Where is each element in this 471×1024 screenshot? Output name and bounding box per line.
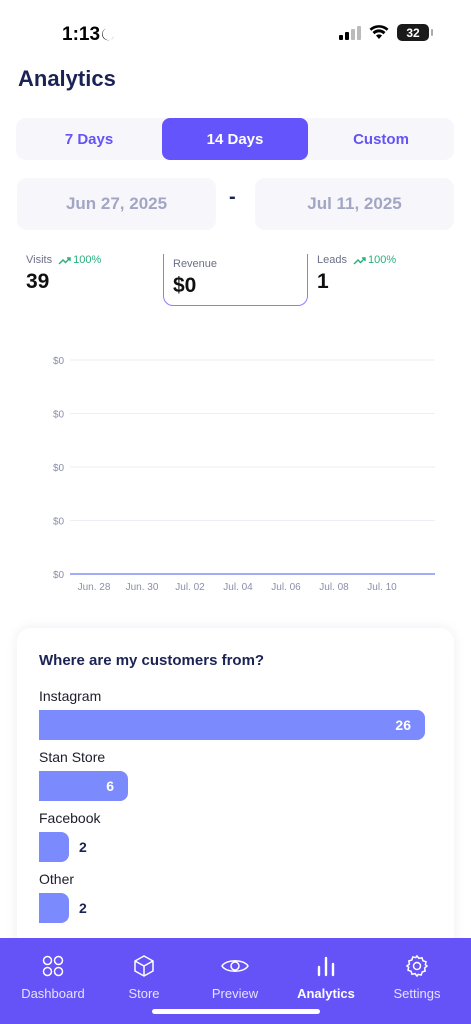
wifi-icon <box>369 25 389 39</box>
start-date-field[interactable]: Jun 27, 2025 <box>17 178 216 230</box>
customer-sources-card: Where are my customers from? Instagram 26… <box>17 628 454 958</box>
nav-analytics[interactable]: Analytics <box>279 952 373 1001</box>
moon-icon <box>102 28 114 41</box>
box-icon <box>134 955 154 977</box>
x-tick-label: Jul. 06 <box>271 582 301 593</box>
tab-custom[interactable]: Custom <box>353 130 409 148</box>
gear-icon <box>405 954 429 978</box>
bar-chart-icon <box>317 956 335 977</box>
source-count: 2 <box>79 900 87 916</box>
y-tick-label: $0 <box>53 517 65 528</box>
source-bar: 26 <box>39 710 425 740</box>
stat-revenue-label: Revenue <box>173 258 218 270</box>
nav-store-label: Store <box>128 986 160 1001</box>
page-title: Analytics <box>18 66 116 91</box>
y-tick-label: $0 <box>53 570 65 581</box>
source-name: Facebook <box>39 810 101 826</box>
nav-preview-label: Preview <box>211 986 259 1001</box>
nav-store[interactable]: Store <box>97 952 191 1001</box>
source-bar <box>39 893 69 923</box>
source-name: Other <box>39 871 75 887</box>
signal-icon <box>339 25 361 40</box>
x-tick-label: Jun. 28 <box>78 582 111 593</box>
stat-visits-change: 100% <box>73 254 102 266</box>
source-bar: 6 <box>39 771 129 801</box>
x-tick-label: Jul. 08 <box>319 582 349 593</box>
bottom-nav: Dashboard Store Preview Analytics <box>0 938 471 1024</box>
status-time: 1:13 <box>62 24 101 45</box>
nav-settings[interactable]: Settings <box>370 952 464 1001</box>
customer-sources-title: Where are my customers from? <box>39 652 265 669</box>
stat-revenue-value: $0 <box>173 274 197 297</box>
revenue-chart: $0 $0 $0 $0 $0 Jun. 28 Jun. 30 Jul. 02 Jul. 04 Ju… <box>53 356 435 593</box>
stat-visits[interactable]: Visits 100% 39 <box>26 254 101 306</box>
tab-7-days[interactable]: 7 Days <box>64 130 114 148</box>
source-name: Instagram <box>39 688 102 704</box>
status-bar: 1:13 32 <box>0 0 471 60</box>
y-tick-label: $0 <box>53 356 65 367</box>
battery-indicator: 32 <box>397 24 433 41</box>
stat-visits-label: Visits <box>26 254 53 266</box>
stat-leads[interactable]: Leads 100% 1 <box>317 254 396 306</box>
x-tick-label: Jul. 04 <box>223 582 253 593</box>
source-name: Stan Store <box>39 749 106 765</box>
nav-settings-label: Settings <box>393 986 441 1001</box>
stat-revenue[interactable]: Revenue $0 <box>163 254 308 306</box>
end-date-field[interactable]: Jul 11, 2025 <box>255 178 454 230</box>
source-row: Stan Store 6 <box>39 749 129 801</box>
x-tick-label: Jun. 30 <box>126 582 159 593</box>
source-bar <box>39 832 69 862</box>
home-indicator <box>152 1009 320 1014</box>
source-count: 2 <box>79 839 87 855</box>
source-count: 6 <box>106 778 115 794</box>
source-row: Facebook 2 <box>39 810 100 862</box>
date-separator: - <box>229 186 236 208</box>
source-count: 26 <box>395 717 411 733</box>
nav-dashboard[interactable]: Dashboard <box>6 952 100 1001</box>
trend-up-icon <box>353 256 366 264</box>
range-selector: 7 Days 14 Days Custom <box>16 118 454 160</box>
dashboard-icon <box>42 955 64 977</box>
x-tick-label: Jul. 02 <box>175 582 205 593</box>
eye-icon <box>221 960 249 972</box>
stat-leads-value: 1 <box>317 270 329 293</box>
x-tick-label: Jul. 10 <box>367 582 397 593</box>
stat-visits-value: 39 <box>26 270 50 293</box>
stat-leads-label: Leads <box>317 254 347 266</box>
nav-preview[interactable]: Preview <box>188 952 282 1001</box>
source-row: Other 2 <box>39 871 87 923</box>
y-tick-label: $0 <box>53 463 65 474</box>
nav-analytics-label: Analytics <box>297 986 355 1001</box>
source-row: Instagram 26 <box>39 688 425 740</box>
tab-14-days[interactable]: 14 Days <box>162 118 308 160</box>
nav-dashboard-label: Dashboard <box>21 986 85 1001</box>
y-tick-label: $0 <box>53 410 65 421</box>
stat-leads-change: 100% <box>367 254 397 266</box>
trend-up-icon <box>58 256 71 264</box>
